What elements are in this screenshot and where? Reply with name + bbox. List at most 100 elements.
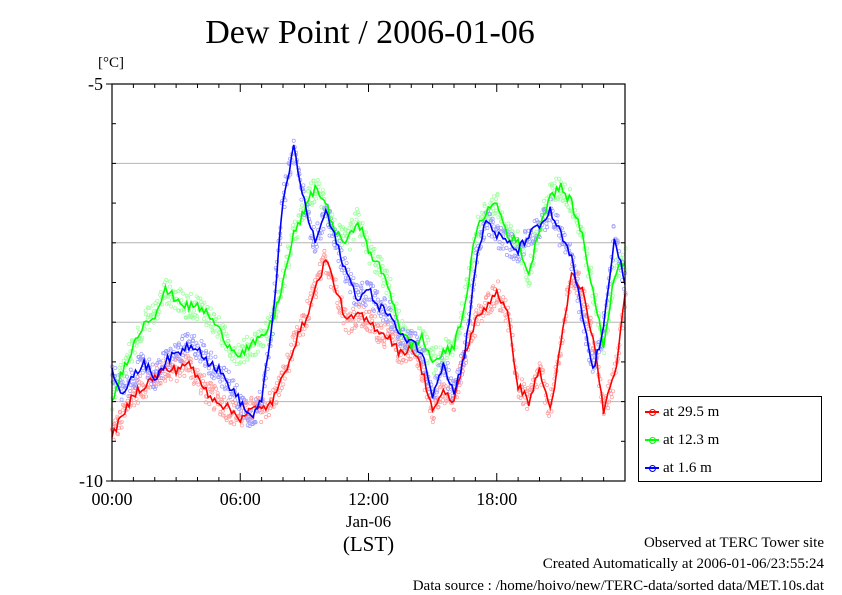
legend-label: at 1.6 m [663,459,712,476]
legend-swatch-red [645,409,659,416]
scatter-point [181,291,186,296]
scatter-point [239,411,243,416]
scatter-point [143,389,148,394]
scatter-point [379,257,384,262]
scatter-point [231,378,236,383]
scatter-point [575,276,580,281]
scatter-point [549,409,554,414]
scatter-point [203,363,208,368]
scatter-point [400,340,405,345]
scatter-point [144,394,149,399]
scatter-point [183,315,188,320]
scatter-point [152,309,157,314]
scatter-point [268,406,273,411]
scatter-point [372,246,377,251]
scatter-point [220,399,225,404]
scatter-point [439,384,444,389]
scatter-point [525,406,530,411]
scatter-point [213,317,218,322]
scatter-point [420,378,425,383]
scatter-point [541,368,545,373]
scatter-point [299,197,304,202]
scatter-point [311,178,316,183]
scatter-point [398,341,403,346]
scatter-point [125,398,130,403]
scatter-point [440,398,445,403]
scatter-point [310,284,315,289]
scatter-point [229,378,234,383]
scatter-point [302,326,307,331]
scatter-point [147,328,152,333]
footer-created: Created Automatically at 2006-01-06/23:5… [542,556,824,572]
scatter-point [317,271,321,275]
scatter-point [546,409,551,414]
scatter-point [249,395,254,400]
scatter-point [168,377,173,382]
scatter-point [176,341,181,346]
scatter-point [290,226,295,231]
scatter-point [369,244,374,249]
scatter-point [534,229,539,234]
scatter-point [195,368,200,373]
scatter-point [208,387,213,392]
scatter-point [385,274,389,278]
scatter-point [271,404,276,409]
scatter-point [231,352,236,357]
scatter-point [259,420,264,425]
scatter-point [557,233,561,238]
scatter-point [309,181,314,186]
scatter-point [161,358,166,363]
scatter-point [401,327,406,332]
scatter-point [220,343,225,348]
scatter-point [506,328,511,333]
scatter-point [193,300,198,305]
scatter-point [135,325,140,330]
scatter-point [150,362,155,367]
scatter-point [522,382,527,386]
scatter-point [375,290,380,294]
scatter-point [204,323,209,328]
scatter-point [198,296,203,301]
scatter-point [430,350,435,355]
scatter-point [366,297,371,302]
x-axis-label: (LST) [343,532,394,556]
scatter-point [527,389,532,394]
scatter-point [297,333,302,338]
scatter-point [282,205,287,210]
scatter-point [445,361,450,366]
scatter-point [547,413,551,418]
scatter-point [239,423,244,428]
scatter-point [360,221,365,226]
scatter-point [349,271,353,276]
scatter-point [343,327,348,332]
legend: at 29.5 m at 12.3 m at 1.6 m [638,396,822,482]
scatter-point [148,314,153,319]
scatter-point [438,345,443,350]
scatter-point [245,357,250,362]
scatter-point [492,211,497,216]
scatter-point [388,307,393,312]
scatter-point [562,182,567,187]
scatter-point [482,201,487,206]
scatter-point [415,335,420,340]
scatter-point [135,360,140,364]
scatter-point [462,316,467,321]
scatter-point [404,359,408,364]
scatter-point [509,231,514,236]
scatter-point [515,229,520,234]
scatter-point [312,200,317,204]
scatter-point [360,280,365,285]
scatter-point [174,378,179,383]
scatter-point [118,363,123,367]
scatter-point [253,420,258,425]
scatter-point [430,419,435,424]
scatter-point [179,298,184,303]
scatter-point [262,328,267,333]
scatter-point [177,370,182,375]
scatter-point [369,281,373,286]
scatter-point [203,362,208,367]
scatter-point [232,359,237,364]
scatter-point [374,270,379,275]
legend-label: at 12.3 m [663,431,720,448]
